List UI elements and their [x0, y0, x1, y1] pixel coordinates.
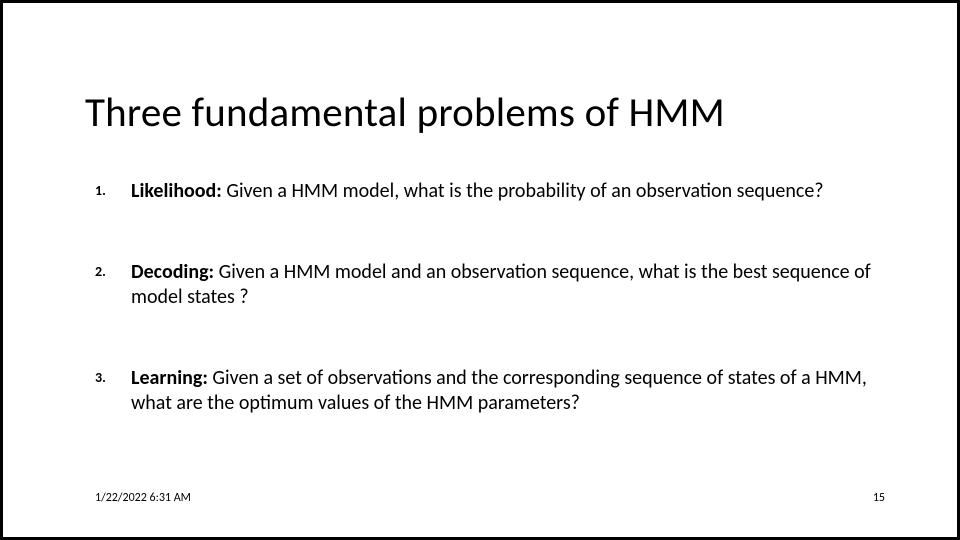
item-number: 2. [95, 260, 131, 281]
item-body: Likelihood: Given a HMM model, what is t… [131, 179, 887, 204]
item-label: Decoding: [131, 260, 214, 284]
slide-title: Three fundamental problems of HMM [85, 88, 725, 138]
slide-frame: Three fundamental problems of HMM 1. Lik… [0, 0, 960, 540]
item-label: Likelihood: [131, 179, 222, 203]
list-item: 3. Learning: Given a set of observations… [95, 366, 887, 416]
item-text: Given a HMM model, what is the probabili… [222, 179, 824, 203]
item-text: Given a HMM model and an observation seq… [131, 260, 871, 309]
item-text: Given a set of observations and the corr… [131, 366, 867, 415]
item-number: 3. [95, 366, 131, 387]
item-label: Learning: [131, 366, 208, 390]
footer-page-number: 15 [873, 491, 885, 505]
list-item: 2. Decoding: Given a HMM model and an ob… [95, 260, 887, 310]
item-body: Learning: Given a set of observations an… [131, 366, 887, 416]
list-item: 1. Likelihood: Given a HMM model, what i… [95, 179, 887, 204]
item-body: Decoding: Given a HMM model and an obser… [131, 260, 887, 310]
item-number: 1. [95, 179, 131, 200]
footer-date: 1/22/2022 6:31 AM [95, 491, 191, 505]
numbered-list: 1. Likelihood: Given a HMM model, what i… [95, 179, 887, 472]
